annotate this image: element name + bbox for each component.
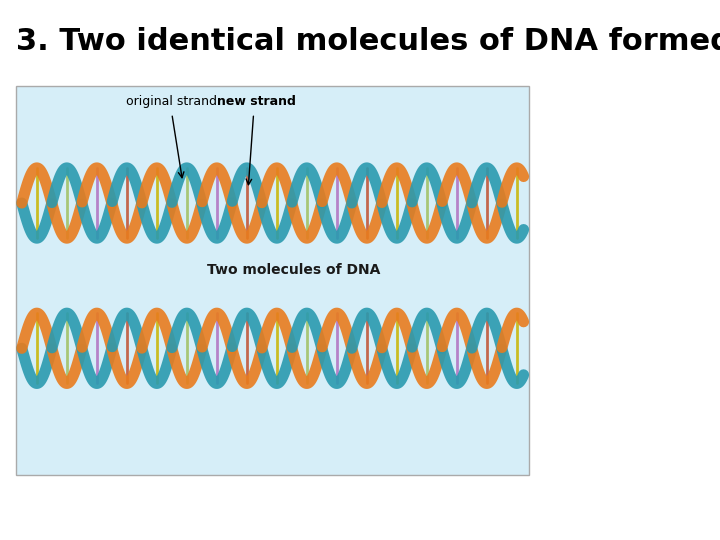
Text: Two molecules of DNA: Two molecules of DNA (207, 263, 381, 277)
Text: original strand: original strand (126, 95, 217, 108)
Text: 3. Two identical molecules of DNA formed: 3. Two identical molecules of DNA formed (17, 27, 720, 56)
Text: new strand: new strand (217, 95, 296, 108)
FancyBboxPatch shape (17, 86, 529, 475)
